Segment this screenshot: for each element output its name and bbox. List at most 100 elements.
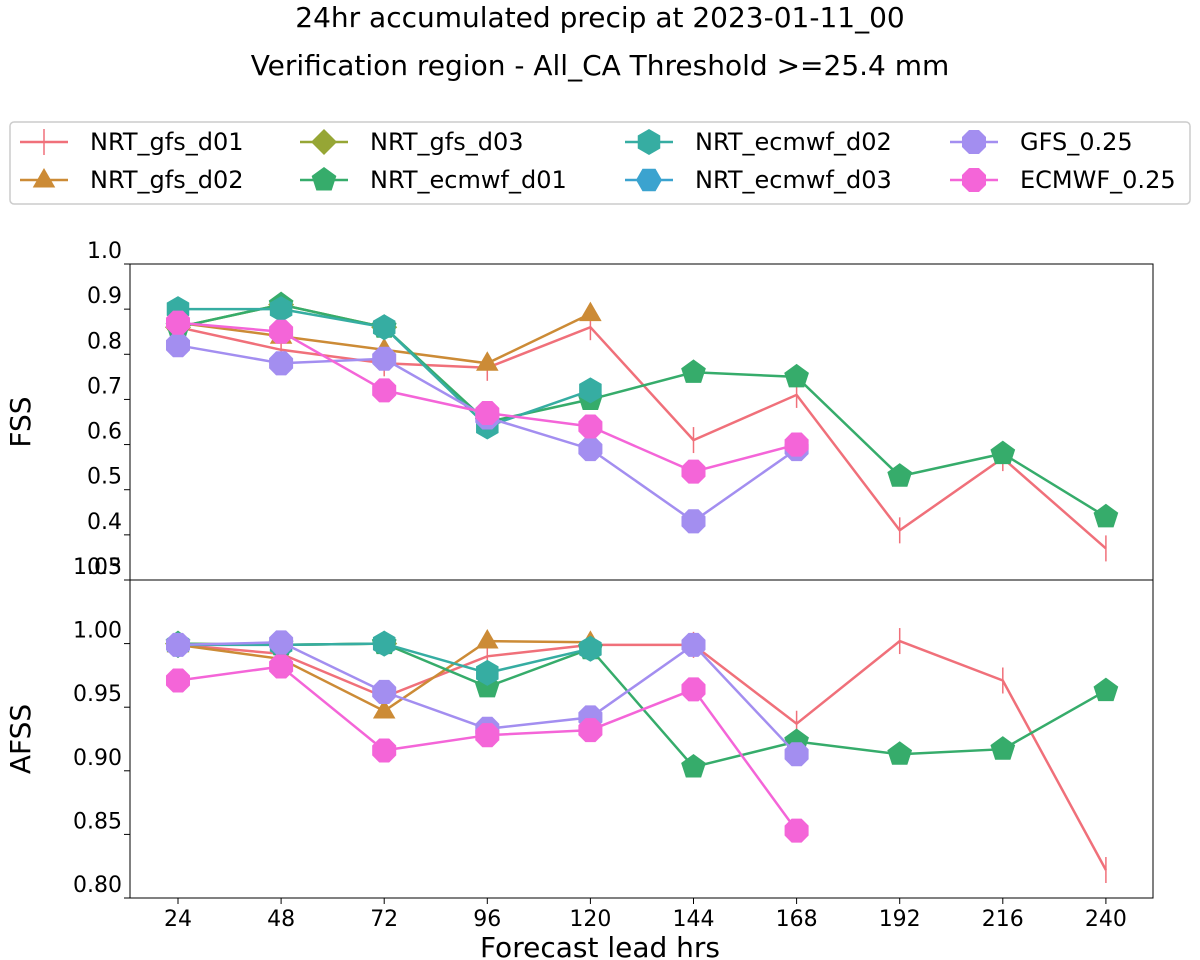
legend-label-nrt-gfs-d03: NRT_gfs_d03 — [370, 128, 524, 156]
data-point-gfs-0-25 — [165, 333, 191, 358]
data-point-nrt-ecmwf-d02 — [579, 377, 602, 404]
data-point-ecmwf-0-25 — [269, 319, 294, 344]
data-point-nrt-ecmwf-d01 — [990, 736, 1016, 760]
data-point-nrt-ecmwf-d02 — [372, 314, 396, 341]
data-point-nrt-ecmwf-d01 — [887, 741, 913, 765]
data-point-gfs-0-25 — [269, 351, 294, 376]
series-ecmwf-0-25-fss — [165, 310, 809, 484]
legend-label-nrt-gfs-d01: NRT_gfs_d01 — [90, 128, 244, 156]
data-point-gfs-0-25 — [681, 632, 706, 657]
legend-marker-nrt-ecmwf-d02 — [637, 129, 661, 155]
data-point-gfs-0-25 — [269, 630, 294, 655]
ytick-label-afss: 1.05 — [73, 555, 122, 580]
data-point-nrt-ecmwf-d01 — [784, 363, 809, 388]
legend-label-ecmwf-0-25: ECMWF_0.25 — [1020, 166, 1176, 194]
data-point-ecmwf-0-25 — [269, 654, 294, 679]
ytick-label-fss: 0.8 — [87, 329, 122, 354]
data-point-nrt-ecmwf-d02 — [372, 630, 396, 657]
data-point-ecmwf-0-25 — [372, 378, 397, 403]
ytick-label-fss: 0.9 — [87, 284, 122, 309]
data-point-nrt-ecmwf-d02 — [269, 296, 293, 323]
ytick-label-fss: 0.6 — [87, 420, 122, 445]
data-point-nrt-gfs-d02 — [476, 629, 499, 649]
xtick-label: 240 — [1085, 907, 1127, 932]
ytick-label-fss: 0.3 — [87, 555, 122, 580]
series-line — [177, 321, 797, 474]
series-ecmwf-0-25-afss — [165, 654, 809, 843]
data-point-nrt-ecmwf-d01 — [990, 440, 1016, 465]
chart-title-line2: Verification region - All_CA Threshold >… — [251, 49, 950, 82]
panel-fss: 0.3 0.4 0.5 0.6 0.7 0.8 0.9 1.0 FSS — [4, 239, 1154, 581]
data-point-ecmwf-0-25 — [475, 400, 500, 425]
data-point-nrt-ecmwf-d01 — [1093, 677, 1119, 702]
xtick-label: 96 — [473, 907, 501, 932]
ytick-label-fss: 0.4 — [87, 510, 122, 535]
legend-marker-nrt-gfs-d03 — [311, 129, 337, 155]
data-point-ecmwf-0-25 — [578, 414, 603, 439]
legend-marker-gfs-0-25 — [961, 129, 987, 155]
series-nrt-ecmwf-d01-afss — [165, 630, 1119, 778]
legend-marker-nrt-ecmwf-d03 — [636, 168, 662, 192]
legend-marker-ecmwf-0-25 — [961, 167, 987, 193]
legend-label-gfs-0-25: GFS_0.25 — [1020, 128, 1133, 156]
ytick-label-fss: 0.5 — [87, 465, 122, 490]
series-nrt-ecmwf-d01-fss — [165, 291, 1119, 528]
x-axis-label: Forecast lead hrs — [480, 931, 720, 960]
legend-label-nrt-ecmwf-d01: NRT_ecmwf_d01 — [370, 166, 567, 194]
data-point-gfs-0-25 — [681, 509, 706, 534]
data-point-ecmwf-0-25 — [372, 738, 397, 763]
series-line — [177, 639, 1107, 871]
data-point-nrt-gfs-d02 — [476, 351, 499, 371]
legend-label-nrt-ecmwf-d03: NRT_ecmwf_d03 — [695, 166, 892, 194]
data-point-nrt-ecmwf-d01 — [681, 359, 706, 383]
chart-title-line1: 24hr accumulated precip at 2023-01-11_00 — [295, 1, 904, 34]
series-nrt-gfs-d01-afss — [177, 628, 1107, 884]
y-axis-label-fss: FSS — [4, 396, 37, 447]
legend-label-nrt-ecmwf-d02: NRT_ecmwf_d02 — [695, 128, 892, 156]
series-line — [177, 642, 1107, 769]
series-line — [177, 325, 1107, 550]
data-point-nrt-gfs-d02 — [372, 699, 396, 719]
xtick-label: 24 — [164, 907, 192, 932]
xtick-label: 72 — [370, 907, 398, 932]
plot-frame-afss — [129, 579, 1154, 899]
data-point-gfs-0-25 — [578, 437, 603, 462]
ytick-label-afss: 0.95 — [73, 682, 122, 707]
xtick-label: 216 — [982, 907, 1024, 932]
legend-marker-nrt-gfs-d02 — [32, 168, 56, 188]
data-point-ecmwf-0-25 — [681, 459, 706, 484]
ytick-label-fss: 1.0 — [87, 239, 122, 264]
data-point-gfs-0-25 — [372, 679, 397, 704]
legend-label-nrt-gfs-d02: NRT_gfs_d02 — [90, 166, 244, 194]
data-point-gfs-0-25 — [372, 346, 397, 371]
ytick-label-afss: 0.80 — [73, 873, 122, 898]
legend: NRT_gfs_d01 NRT_gfs_d02 NRT_gfs_d03 NRT_ecm… — [9, 121, 1191, 205]
data-point-nrt-ecmwf-d02 — [579, 635, 602, 662]
ytick-label-afss: 0.85 — [73, 809, 122, 834]
legend-marker-nrt-ecmwf-d01 — [311, 167, 337, 191]
xtick-label: 120 — [569, 907, 611, 932]
data-point-ecmwf-0-25 — [784, 432, 809, 457]
xtick-label: 144 — [673, 907, 715, 932]
series-line — [177, 303, 1107, 518]
panel-afss: 0.80 0.85 0.90 0.95 1.00 1.05 AFSS — [4, 555, 1154, 899]
data-point-nrt-ecmwf-d01 — [681, 753, 706, 778]
data-point-ecmwf-0-25 — [681, 677, 706, 702]
data-point-nrt-gfs-d02 — [579, 301, 602, 322]
data-point-gfs-0-25 — [784, 742, 809, 767]
data-point-gfs-0-25 — [165, 632, 191, 657]
ytick-label-afss: 1.00 — [73, 619, 122, 644]
y-axis-label-afss: AFSS — [4, 704, 37, 774]
data-point-nrt-ecmwf-d01 — [1093, 503, 1119, 528]
data-point-nrt-ecmwf-d02 — [476, 659, 499, 686]
data-point-ecmwf-0-25 — [165, 310, 191, 335]
xtick-label: 192 — [879, 907, 921, 932]
ytick-label-afss: 0.90 — [73, 746, 122, 771]
data-point-ecmwf-0-25 — [784, 818, 809, 843]
xtick-label: 48 — [267, 907, 295, 932]
xtick-label: 168 — [776, 907, 818, 932]
ytick-label-fss: 0.7 — [87, 374, 122, 399]
data-point-ecmwf-0-25 — [165, 668, 191, 693]
data-point-ecmwf-0-25 — [475, 723, 500, 748]
